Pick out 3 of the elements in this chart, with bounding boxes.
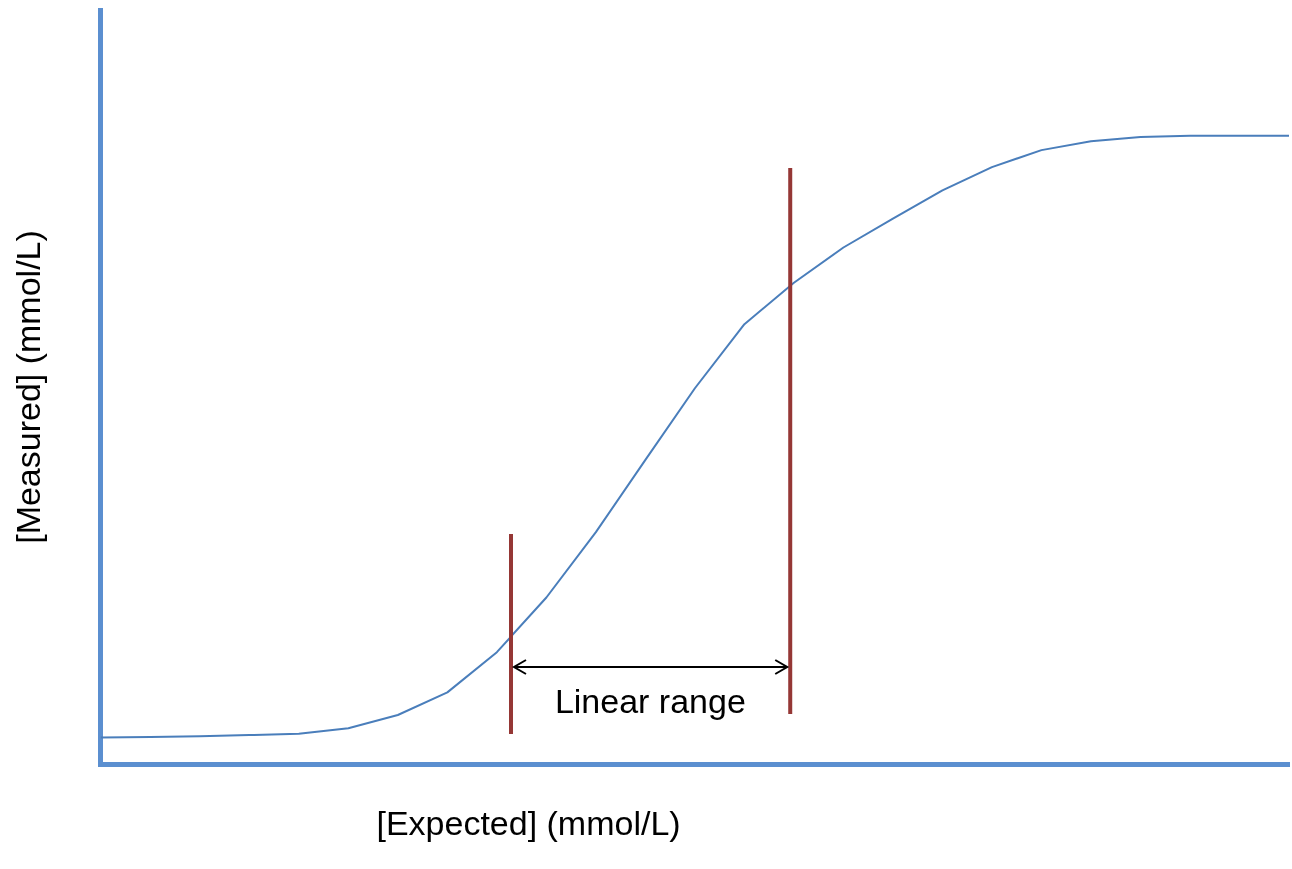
x-axis-title: [Expected] (mmol/L) [376,804,681,843]
annotation: Linear range [554,682,746,721]
y-axis-title: [Measured] (mmol/L) [8,230,47,544]
